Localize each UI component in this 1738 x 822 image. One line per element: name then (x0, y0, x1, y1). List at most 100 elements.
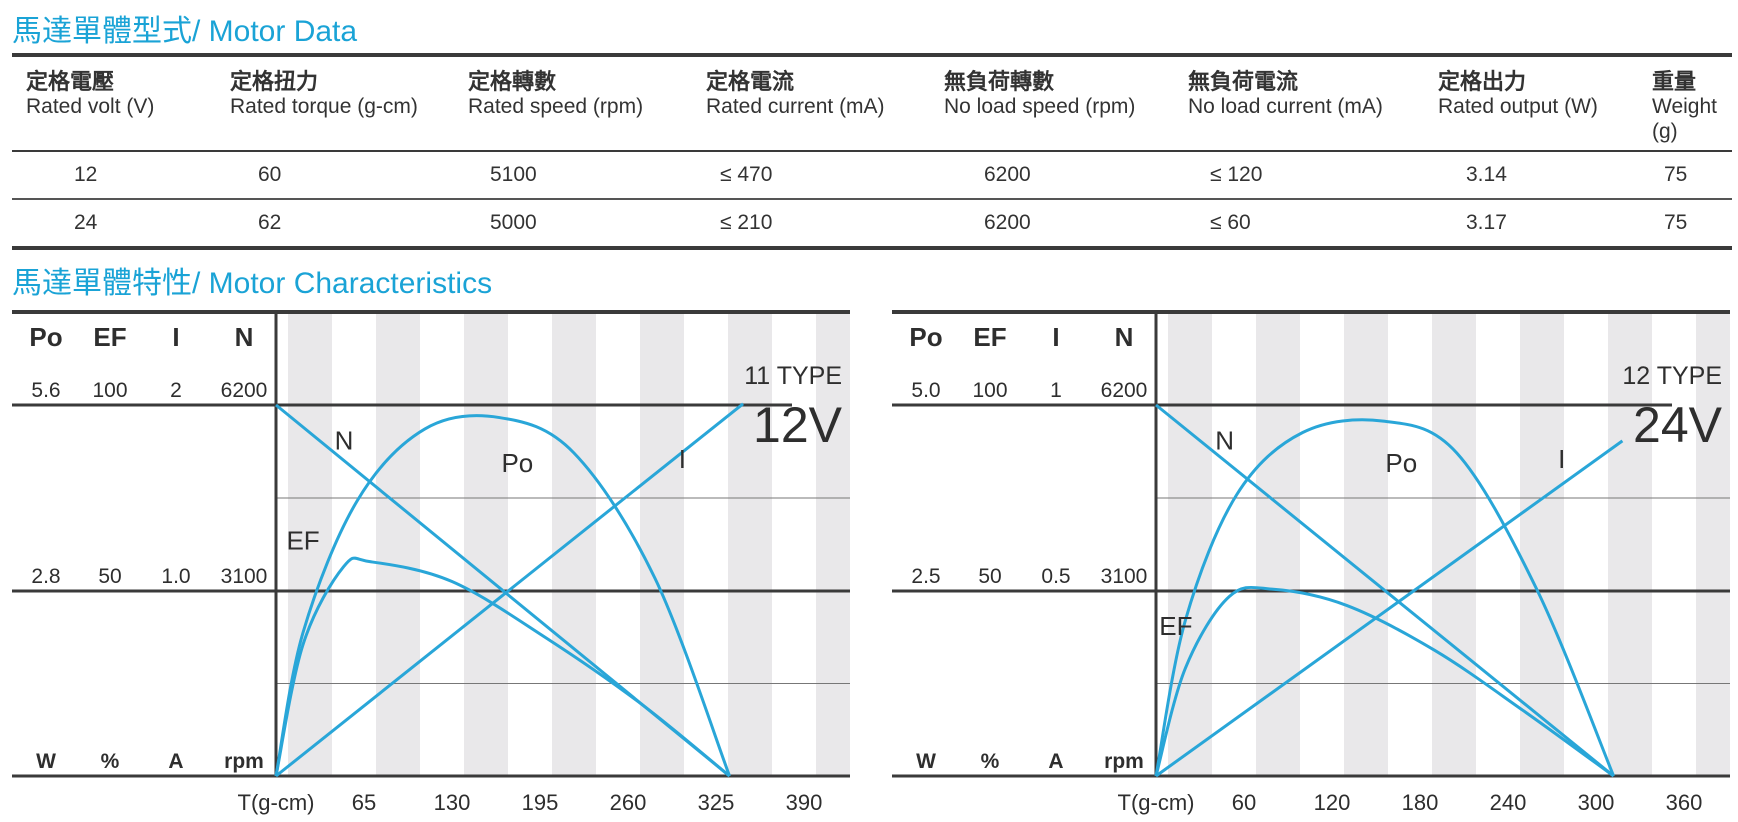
chart-band (1520, 312, 1564, 776)
type-label: 11 TYPE (744, 362, 842, 390)
curve-label-i: I (1558, 444, 1565, 474)
table-header-row: 定格電壓 Rated volt (V) 定格扭力 Rated torque (g-c… (12, 55, 1732, 152)
curve-po (274, 414, 731, 777)
curve-label-po: Po (501, 448, 533, 478)
chart-band (816, 312, 850, 776)
axis-unit-W: W (916, 750, 936, 773)
curve-ef (1154, 585, 1615, 778)
axis-mid-value: 50 (98, 565, 121, 588)
curve-i (1155, 439, 1624, 778)
axis-top-value: 1 (1050, 379, 1062, 402)
table-cell: 62 (258, 211, 282, 234)
table-cell: 5000 (490, 211, 537, 234)
x-tick-label: 300 (1578, 790, 1615, 815)
table-cell: 3.14 (1424, 151, 1638, 200)
axis-mid-value: 3100 (1101, 565, 1148, 588)
axis-symbol-i: I (1052, 322, 1059, 352)
table-cell: ≤ 210 (720, 211, 773, 234)
curve-label-ef: EF (286, 526, 319, 556)
axis-mid-value: 3100 (221, 565, 268, 588)
axis-symbol-n: N (235, 322, 254, 352)
table-row: 24 62 5000 ≤ 210 6200 ≤ 60 3.17 75 (12, 199, 1732, 248)
table-cell: 24 (74, 211, 98, 234)
axis-top-value: 5.0 (911, 379, 940, 402)
axis-unit-A: A (168, 750, 183, 773)
x-tick-label: 260 (610, 790, 647, 815)
x-tick-label: 130 (434, 790, 471, 815)
axis-symbol-n: N (1115, 322, 1134, 352)
x-tick-label: 195 (522, 790, 559, 815)
x-tick-label: 180 (1402, 790, 1439, 815)
axis-unit-W: W (36, 750, 56, 773)
axis-symbol-po: Po (29, 322, 62, 352)
curve-ef (274, 556, 731, 778)
chart-band (288, 312, 332, 776)
type-label: 12 TYPE (1622, 362, 1722, 390)
chart-band (376, 312, 420, 776)
axis-symbol-i: I (172, 322, 179, 352)
chart-band (1256, 312, 1300, 776)
table-cell: 6200 (984, 211, 1031, 234)
curve-po (1154, 418, 1615, 777)
axis-top-value: 2 (170, 379, 182, 402)
axis-symbol-po: Po (909, 322, 942, 352)
axis-top-value: 100 (92, 379, 127, 402)
x-tick-label: 240 (1490, 790, 1527, 815)
chart-band (640, 312, 684, 776)
curve-label-po: Po (1385, 448, 1417, 478)
curve-label-n: N (335, 426, 354, 456)
table-cell: 75 (1638, 151, 1732, 200)
axis-unit-rpm: rpm (1104, 750, 1144, 773)
table-cell: ≤ 120 (1174, 151, 1424, 200)
x-tick-label: 390 (786, 790, 823, 815)
table-cell: 75 (1664, 211, 1688, 234)
axis-mid-value: 0.5 (1041, 565, 1070, 588)
table-cell: 12 (12, 151, 216, 200)
axis-mid-value: 50 (978, 565, 1001, 588)
motor-characteristics-title: 馬達單體特性/ Motor Characteristics (12, 267, 493, 300)
x-axis-label: T(g-cm) (238, 790, 315, 815)
axis-mid-value: 2.8 (31, 565, 60, 588)
curve-label-i: I (679, 444, 686, 474)
chart-band (728, 312, 772, 776)
col-no-load-current: 無負荷電流 No load current (mA) (1174, 55, 1424, 152)
axis-unit-rpm: rpm (224, 750, 264, 773)
voltage-label: 12V (753, 397, 843, 453)
axis-top-value: 6200 (221, 379, 268, 402)
chart-band (552, 312, 596, 776)
x-tick-label: 325 (698, 790, 735, 815)
x-tick-label: 65 (352, 790, 376, 815)
table-cell: 6200 (930, 151, 1174, 200)
col-no-load-speed: 無負荷轉數 No load speed (rpm) (930, 55, 1174, 152)
chart-band (1608, 312, 1652, 776)
col-rated-speed: 定格轉數 Rated speed (rpm) (454, 55, 692, 152)
col-rated-torque: 定格扭力 Rated torque (g-cm) (216, 55, 454, 152)
x-tick-label: 360 (1666, 790, 1703, 815)
chart-band (1344, 312, 1388, 776)
axis-mid-value: 2.5 (911, 565, 940, 588)
chart-band (1696, 312, 1730, 776)
table-cell: ≤ 60 (1210, 211, 1251, 234)
axis-top-value: 6200 (1101, 379, 1148, 402)
curve-label-ef: EF (1159, 611, 1192, 641)
col-rated-output: 定格出力 Rated output (W) (1424, 55, 1638, 152)
chart-band (464, 312, 508, 776)
voltage-label: 24V (1633, 397, 1723, 453)
axis-top-value: 100 (972, 379, 1007, 402)
curve-i (275, 402, 745, 778)
axis-top-value: 5.6 (31, 379, 60, 402)
table-row: 12 60 5100 ≤ 470 6200 ≤ 120 3.14 75 (12, 151, 1732, 200)
curve-n (1155, 403, 1615, 778)
axis-unit-%: % (101, 750, 120, 773)
table-cell: ≤ 470 (692, 151, 930, 200)
axis-unit-%: % (981, 750, 1000, 773)
table-cell: 60 (216, 151, 454, 200)
axis-symbol-ef: EF (973, 322, 1006, 352)
axis-mid-value: 1.0 (161, 565, 190, 588)
table-cell: 3.17 (1466, 211, 1507, 234)
axis-symbol-ef: EF (93, 322, 126, 352)
col-rated-volt: 定格電壓 Rated volt (V) (12, 55, 216, 152)
col-rated-current: 定格電流 Rated current (mA) (692, 55, 930, 152)
